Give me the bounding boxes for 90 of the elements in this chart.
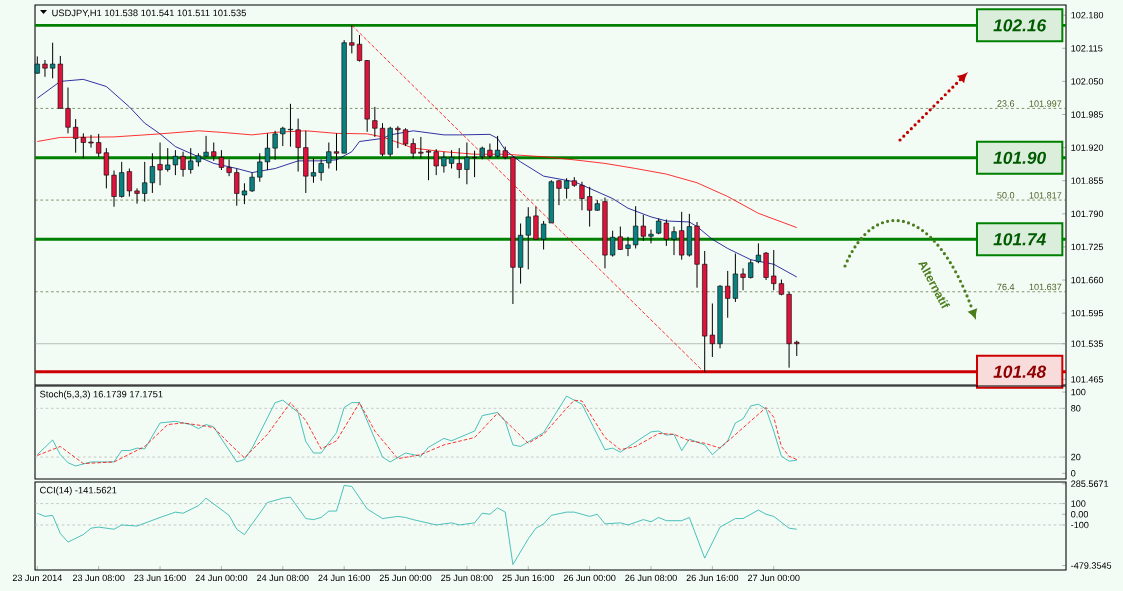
candlestick xyxy=(356,34,363,63)
line-series xyxy=(36,485,798,565)
x-tick-label: 23 Jun 16:00 xyxy=(134,574,186,582)
y-tick-label: 101.595 xyxy=(1071,309,1104,317)
x-tick-label: 26 Jun 16:00 xyxy=(686,574,739,582)
y-tick-label: 101.660 xyxy=(1071,276,1104,284)
y-tick-label: 101.535 xyxy=(1071,340,1104,347)
ref-line-label: 101.90 xyxy=(993,151,1047,164)
candlestick xyxy=(65,87,71,134)
candlestick xyxy=(88,134,94,149)
candlestick xyxy=(433,148,439,176)
candlestick xyxy=(218,149,225,171)
y-tick-label: 102.115 xyxy=(1071,45,1103,52)
y-tick-label: 102.180 xyxy=(1071,11,1104,19)
candlestick xyxy=(42,59,48,78)
candlestick xyxy=(410,137,416,159)
ref-line-label: 101.48 xyxy=(993,365,1047,378)
candlestick xyxy=(755,242,761,264)
ref-line-label: 102.16 xyxy=(993,19,1047,32)
x-tick-label: 25 Jun 00:00 xyxy=(379,574,432,582)
candlestick xyxy=(556,179,562,206)
y-tick-label: 101.985 xyxy=(1071,111,1104,118)
chart-title: USDJPY,H1 101.538 101.541 101.511 101.535 xyxy=(52,9,246,18)
chart-title: CCI(14) -141.5621 xyxy=(40,486,117,496)
y-tick-label: 101.725 xyxy=(1071,243,1104,251)
line-series xyxy=(36,78,798,278)
y-tick-label: 101.465 xyxy=(1071,376,1104,383)
candlestick xyxy=(740,267,746,291)
candlestick xyxy=(272,130,278,161)
x-tick-label: 27 Jun 00:00 xyxy=(747,574,800,582)
annotation: 76.4 xyxy=(997,283,1015,291)
candlestick xyxy=(180,151,186,178)
candlestick xyxy=(748,259,754,280)
candlestick xyxy=(487,143,493,159)
candlestick xyxy=(425,149,432,181)
candlestick xyxy=(625,236,631,257)
y-tick-label: 101.920 xyxy=(1071,144,1104,151)
candlestick xyxy=(111,170,117,208)
candlestick xyxy=(203,135,209,158)
candlestick xyxy=(464,142,470,185)
x-tick-label: 25 Jun 16:00 xyxy=(502,574,555,582)
x-tick-label: 26 Jun 08:00 xyxy=(625,574,677,582)
x-tick-label: 24 Jun 00:00 xyxy=(195,574,248,582)
candlestick xyxy=(280,126,286,147)
ref-line-label: 101.997 xyxy=(1029,100,1062,107)
candlestick xyxy=(226,158,232,177)
candlestick xyxy=(287,103,294,148)
candlestick xyxy=(418,136,424,159)
annotation: 23.6 xyxy=(997,100,1015,107)
ref-line-label: 101.637 xyxy=(1029,283,1062,291)
candlestick xyxy=(533,206,539,240)
x-tick-label: 24 Jun 16:00 xyxy=(318,574,370,582)
candlestick xyxy=(295,118,301,173)
y-tick-label: 0.00 xyxy=(1071,511,1088,518)
candlestick xyxy=(326,142,332,169)
y-tick-label: 101.855 xyxy=(1071,177,1104,184)
x-tick-label: 23 Jun 08:00 xyxy=(72,574,125,582)
candlestick xyxy=(249,172,255,193)
candlestick xyxy=(648,229,654,244)
y-tick-label: 0 xyxy=(1071,470,1076,477)
candlestick xyxy=(372,106,378,138)
x-tick-label: 23 Jun 2014 xyxy=(12,574,62,582)
ref-line-label: 101.74 xyxy=(993,233,1046,246)
candlestick xyxy=(395,125,401,149)
y-tick-label: 80 xyxy=(1071,405,1081,412)
candlestick xyxy=(441,151,447,174)
candlestick xyxy=(671,226,677,256)
candlestick xyxy=(157,142,163,186)
y-tick-label: 100 xyxy=(1071,388,1086,396)
candlestick xyxy=(349,24,355,54)
candlestick xyxy=(211,142,217,162)
candlestick xyxy=(310,157,317,184)
candlestick xyxy=(579,181,585,211)
annotation: 50.0 xyxy=(997,192,1015,199)
y-tick-label: -100 xyxy=(1071,521,1089,529)
x-tick-label: 26 Jun 00:00 xyxy=(563,574,616,582)
y-tick-label: 20 xyxy=(1071,453,1081,461)
y-tick-label: 102.050 xyxy=(1071,78,1104,85)
x-tick-label: 25 Jun 08:00 xyxy=(441,574,493,582)
y-tick-label: 100 xyxy=(1071,500,1086,507)
chart-title: Stoch(5,3,3) 16.1739 17.1751 xyxy=(40,390,163,400)
y-tick-label: 101.790 xyxy=(1071,210,1104,218)
ref-line-label: 101.817 xyxy=(1029,192,1062,199)
x-tick-label: 24 Jun 08:00 xyxy=(257,574,309,582)
candlestick xyxy=(333,132,340,172)
candlestick xyxy=(318,158,324,182)
candlestick xyxy=(471,150,478,178)
y-tick-label: 285.5671 xyxy=(1071,480,1109,487)
candlestick xyxy=(134,187,140,205)
y-tick-label: -479.3545 xyxy=(1071,562,1112,569)
